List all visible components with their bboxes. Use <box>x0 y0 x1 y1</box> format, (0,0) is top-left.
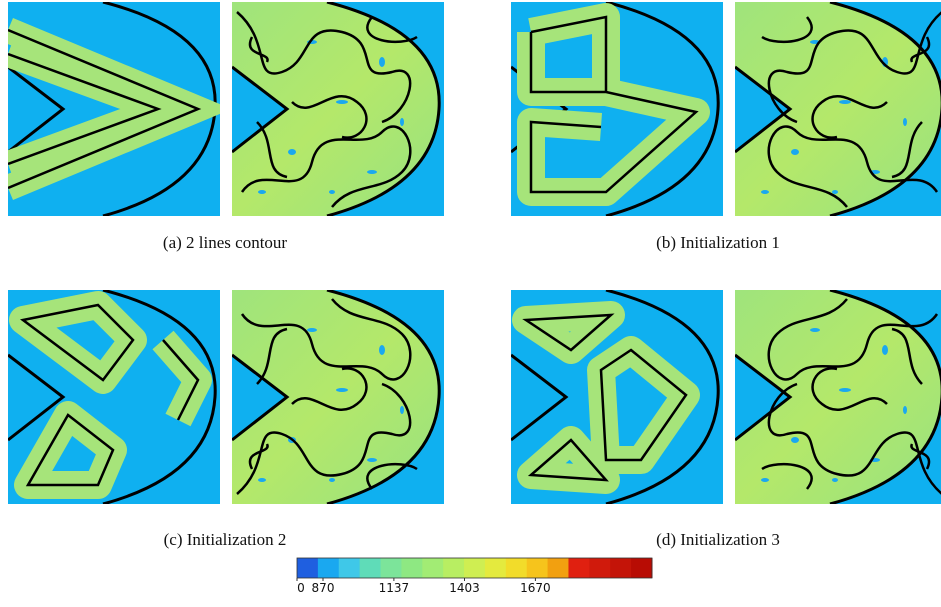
colorbar-segment <box>380 558 402 578</box>
colorbar-tick-label: 0 <box>297 581 305 595</box>
panel-b <box>511 2 941 216</box>
colorbar-segment <box>297 558 319 578</box>
colorbar-segment <box>631 558 653 578</box>
colorbar-frame <box>296 557 653 579</box>
initial-layout <box>511 290 723 504</box>
initial-layout <box>8 2 220 216</box>
colorbar-segment <box>338 558 361 578</box>
panel-a <box>8 2 444 216</box>
caption: (a) 2 lines contour <box>163 233 287 252</box>
caption: (b) Initialization 1 <box>656 233 780 252</box>
caption: (c) Initialization 2 <box>164 530 287 549</box>
panel-d <box>511 290 941 504</box>
colorbar-segment <box>589 558 611 578</box>
colorbar-segment <box>359 558 382 578</box>
colorbar-segment <box>464 558 486 578</box>
colorbar: 0 870 1137 1403 1670 <box>296 557 653 595</box>
colorbar-tick-label: 870 <box>312 581 335 595</box>
colorbar-segment <box>526 558 549 578</box>
panel-c <box>8 290 444 504</box>
colorbar-segment <box>484 558 507 578</box>
colorbar-tick-label: 1403 <box>449 581 480 595</box>
initial-layout <box>511 2 723 216</box>
optimized-layout <box>735 2 941 216</box>
optimized-layout <box>735 290 941 504</box>
colorbar-segment <box>505 558 528 578</box>
colorbar-segment <box>610 558 632 578</box>
colorbar-segment <box>547 558 569 578</box>
initial-layout <box>8 290 220 504</box>
colorbar-segment <box>401 558 423 578</box>
colorbar-segment <box>422 558 444 578</box>
colorbar-segment <box>317 558 340 578</box>
colorbar-tick-label: 1137 <box>379 581 410 595</box>
caption: (d) Initialization 3 <box>656 530 780 549</box>
colorbar-tick-label: 1670 <box>520 581 551 595</box>
colorbar-segment <box>568 558 590 578</box>
optimized-layout <box>232 2 444 216</box>
optimized-layout <box>232 290 444 504</box>
colorbar-segment <box>443 558 465 578</box>
